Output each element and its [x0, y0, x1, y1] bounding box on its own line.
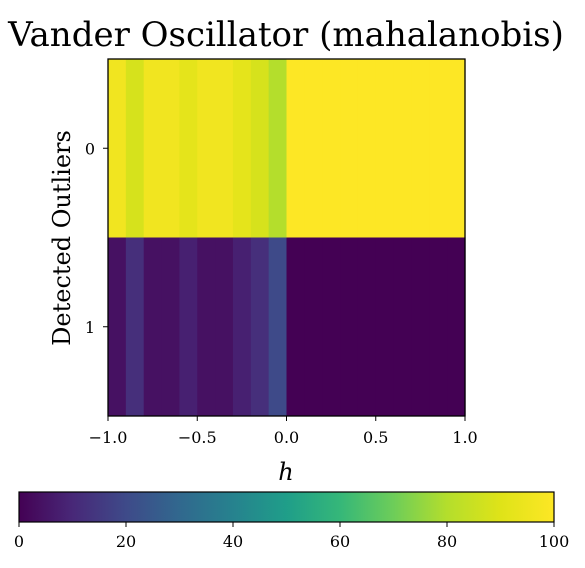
heatmap-cell: [340, 59, 359, 238]
colorbar-tick-label: 60: [330, 532, 350, 551]
heatmap-cell: [250, 59, 270, 238]
heatmap-cell: [215, 237, 234, 417]
x-tick-label: −1.0: [89, 428, 128, 447]
heatmap-cell: [161, 59, 180, 238]
heatmap-cell: [179, 237, 198, 417]
heatmap-cell: [447, 237, 466, 417]
heatmap-cell: [108, 59, 127, 238]
heatmap-cell: [125, 59, 145, 238]
heatmap-cell: [143, 59, 163, 238]
x-tick-label: 0.0: [274, 428, 299, 447]
heatmap-cell: [357, 59, 377, 238]
heatmap-cell: [215, 59, 234, 238]
x-tick-label: −0.5: [178, 428, 217, 447]
heatmap-cells: [108, 59, 466, 417]
heatmap-cell: [286, 237, 305, 417]
heatmap-cell: [143, 237, 163, 417]
x-axis-ticks: −1.0 −0.5 0.0 0.5 1.0: [89, 416, 478, 447]
heatmap-cell: [357, 237, 377, 417]
heatmap-cell: [286, 59, 305, 238]
heatmap-cell: [268, 237, 288, 417]
colorbar-tick-label: 100: [539, 532, 570, 551]
heatmap-cell: [304, 59, 323, 238]
heatmap-cell: [340, 237, 359, 417]
heatmap-cell: [393, 59, 413, 238]
heatmap-cell: [447, 59, 466, 238]
heatmap-cell: [161, 237, 180, 417]
x-axis-label: h: [278, 458, 293, 486]
heatmap-cell: [375, 237, 395, 417]
colorbar-tick-label: 40: [223, 532, 243, 551]
heatmap-cell: [232, 59, 252, 238]
heatmap-cell: [179, 59, 198, 238]
heatmap-cell: [322, 59, 341, 238]
colorbar-tick-label: 80: [437, 532, 457, 551]
heatmap-cell: [304, 237, 323, 417]
heatmap-cell: [429, 237, 448, 417]
heatmap-cell: [268, 59, 288, 238]
chart-title: Vander Oscillator (mahalanobis): [7, 15, 564, 55]
heatmap-cell: [322, 237, 341, 417]
colorbar-tick-label: 20: [116, 532, 136, 551]
heatmap-cell: [125, 237, 145, 417]
colorbar-ticks: 0 20 40 60 80 100: [14, 522, 569, 551]
y-tick-label: 1: [85, 318, 95, 337]
heatmap-cell: [108, 237, 127, 417]
colorbar: [18, 491, 555, 523]
heatmap-cell: [250, 237, 270, 417]
heatmap-cell: [375, 59, 395, 238]
heatmap-cell: [411, 237, 430, 417]
heatmap-cell: [197, 59, 216, 238]
heatmap-cell: [232, 237, 252, 417]
colorbar-tick-label: 0: [14, 532, 24, 551]
x-tick-label: 1.0: [452, 428, 477, 447]
heatmap-cell: [393, 237, 413, 417]
heatmap-cell: [429, 59, 448, 238]
y-tick-label: 0: [85, 139, 95, 158]
heatmap-cell: [197, 237, 216, 417]
y-axis-ticks: 01: [85, 139, 108, 337]
x-tick-label: 0.5: [363, 428, 388, 447]
y-axis-label: Detected Outliers: [48, 130, 76, 346]
heatmap-cell: [411, 59, 430, 238]
